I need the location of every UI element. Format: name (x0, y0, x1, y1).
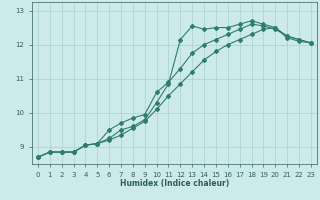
X-axis label: Humidex (Indice chaleur): Humidex (Indice chaleur) (120, 179, 229, 188)
